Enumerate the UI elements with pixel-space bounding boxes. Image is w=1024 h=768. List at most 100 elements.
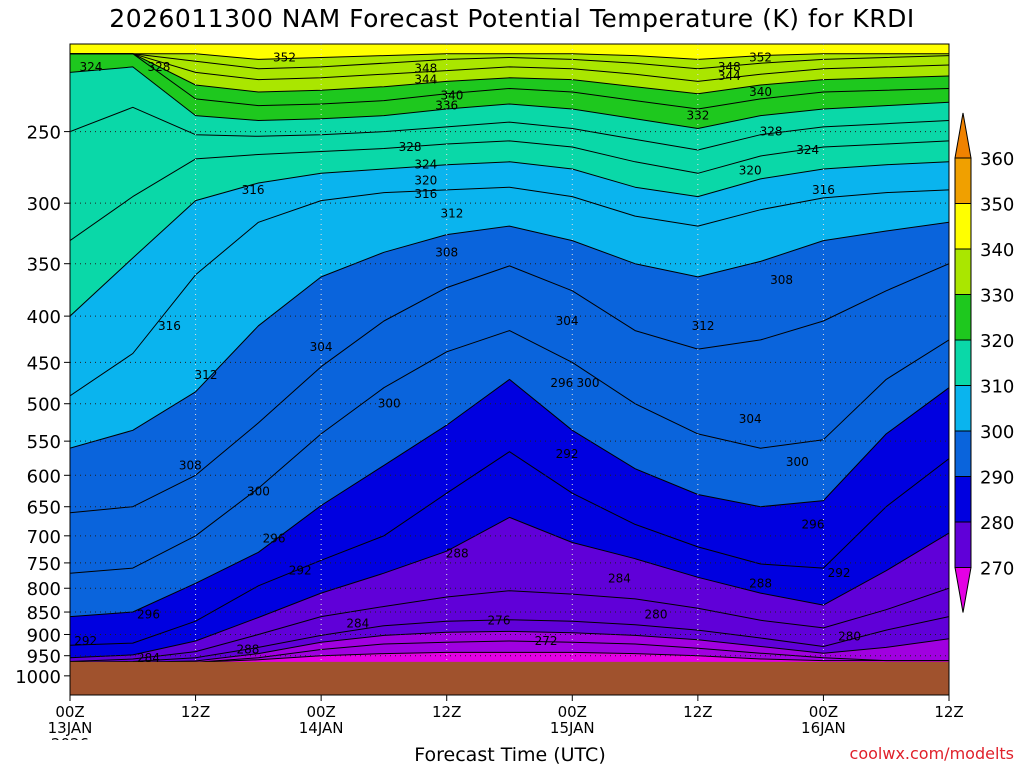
contour-label: 316 bbox=[414, 187, 437, 201]
plot-frame bbox=[69, 43, 950, 696]
colorbar-swatch bbox=[954, 203, 972, 250]
isentrope-328 bbox=[70, 106, 949, 151]
isentrope-272 bbox=[70, 651, 949, 663]
colorbar-swatch bbox=[954, 385, 972, 432]
x-tick-label: 13JAN bbox=[48, 719, 93, 737]
colorbar-label: 300 bbox=[980, 422, 1014, 443]
contour-label: 312 bbox=[195, 368, 218, 382]
contour-label: 296 bbox=[550, 376, 573, 390]
colorbar-swatch bbox=[954, 157, 972, 204]
x-tick-label: 12Z bbox=[432, 703, 461, 721]
contour-label: 320 bbox=[739, 163, 762, 177]
contour-label: 288 bbox=[236, 643, 259, 657]
contour-label: 316 bbox=[812, 183, 835, 197]
contour-label: 336 bbox=[435, 99, 458, 113]
contour-label: 324 bbox=[414, 158, 437, 172]
contour-label: 272 bbox=[535, 634, 558, 648]
contour-label: 324 bbox=[796, 143, 819, 157]
contour-label: 324 bbox=[79, 60, 102, 74]
contour-label: 340 bbox=[440, 88, 463, 102]
contour-label: 296 bbox=[263, 532, 286, 546]
colorbar-swatch bbox=[954, 339, 972, 386]
colorbar-label: 270 bbox=[980, 559, 1014, 580]
y-tick-label: 250 bbox=[27, 123, 61, 144]
contour-label: 304 bbox=[556, 314, 579, 328]
isentrope-280 bbox=[70, 630, 949, 663]
isentrope-336 bbox=[70, 53, 949, 110]
contour-label: 352 bbox=[273, 51, 296, 65]
contour-label: 296 bbox=[137, 607, 160, 621]
y-tick-label: 800 bbox=[27, 579, 61, 600]
contour-label: 328 bbox=[760, 125, 783, 139]
band-fill-352 bbox=[70, 44, 949, 60]
contour-label: 312 bbox=[692, 319, 715, 333]
contour-label: 312 bbox=[440, 207, 463, 221]
y-tick-label: 1000 bbox=[15, 667, 61, 688]
y-tick-label: 750 bbox=[27, 554, 61, 575]
colorbar-label: 360 bbox=[980, 149, 1014, 170]
y-tick-label: 350 bbox=[27, 255, 61, 276]
isentrope-296 bbox=[70, 451, 949, 646]
contour-label: 288 bbox=[749, 576, 772, 590]
colorbar-swatch-bottom bbox=[954, 567, 972, 613]
contour-label: 284 bbox=[608, 571, 631, 585]
isentrope-332 bbox=[70, 66, 949, 129]
colorbar-swatch bbox=[954, 430, 972, 477]
ground-terrain bbox=[70, 661, 949, 695]
y-tick-label: 500 bbox=[27, 395, 61, 416]
isentrope-312 bbox=[70, 221, 949, 449]
contour-label: 292 bbox=[828, 566, 851, 580]
contour-label: 340 bbox=[749, 85, 772, 99]
y-tick-label: 400 bbox=[27, 307, 61, 328]
isentrope-284 bbox=[70, 616, 949, 663]
contour-label: 308 bbox=[770, 273, 793, 287]
isentrope-276 bbox=[70, 640, 949, 663]
isentrope-288 bbox=[70, 587, 949, 662]
contour-label: 280 bbox=[838, 630, 861, 644]
y-tick-label: 550 bbox=[27, 432, 61, 453]
contour-label: 320 bbox=[414, 173, 437, 187]
y-tick-label: 650 bbox=[27, 498, 61, 519]
contour-label: 304 bbox=[739, 412, 762, 426]
isentrope-348 bbox=[70, 53, 949, 70]
contour-label: 344 bbox=[414, 73, 437, 87]
contour-label: 316 bbox=[242, 183, 265, 197]
potential-temperature-chart: 324 3283523483443403363283243203163123083… bbox=[15, 43, 1014, 740]
y-tick-label: 300 bbox=[27, 194, 61, 215]
contour-label: 300 bbox=[247, 484, 270, 498]
x-tick-label: 14JAN bbox=[299, 719, 344, 737]
y-tick-label: 700 bbox=[27, 527, 61, 548]
colorbar-label: 340 bbox=[980, 240, 1014, 261]
contour-label: 276 bbox=[488, 613, 511, 627]
y-tick-label: 600 bbox=[27, 466, 61, 487]
colorbar-label: 290 bbox=[980, 468, 1014, 489]
x-tick-label: 00Z bbox=[306, 703, 335, 721]
contour-label: 288 bbox=[446, 546, 469, 560]
colorbar-label: 350 bbox=[980, 195, 1014, 216]
x-tick-label: 00Z bbox=[558, 703, 587, 721]
contour-label: 308 bbox=[435, 245, 458, 259]
x-tick-label: 12Z bbox=[683, 703, 712, 721]
isentrope-340 bbox=[70, 53, 949, 95]
contour-label: 284 bbox=[346, 616, 369, 630]
contour-label: 292 bbox=[74, 634, 97, 648]
contour-label: 300 bbox=[577, 376, 600, 390]
contour-label: 292 bbox=[556, 447, 579, 461]
x-tick-label: 12Z bbox=[181, 703, 210, 721]
x-axis-label: Forecast Time (UTC) bbox=[414, 744, 606, 766]
contour-label: 304 bbox=[310, 340, 333, 354]
credit-link[interactable]: coolwx.com/modelts bbox=[849, 744, 1014, 763]
contour-label: 328 bbox=[399, 140, 422, 154]
colorbar-label: 310 bbox=[980, 377, 1014, 398]
contour-label: 284 bbox=[137, 651, 160, 665]
colorbar-swatch bbox=[954, 248, 972, 295]
isentrope-316 bbox=[70, 186, 949, 397]
contour-label: 296 bbox=[802, 517, 825, 531]
isentrope-320 bbox=[70, 161, 949, 317]
contour-label: 352 bbox=[749, 51, 772, 65]
isentrope-304 bbox=[70, 330, 949, 574]
colorbar-swatch-top bbox=[954, 112, 972, 159]
x-tick-label: 15JAN bbox=[550, 719, 595, 737]
chart-title: 2026011300 NAM Forecast Potential Temper… bbox=[109, 4, 915, 33]
contour-label: 316 bbox=[158, 319, 181, 333]
